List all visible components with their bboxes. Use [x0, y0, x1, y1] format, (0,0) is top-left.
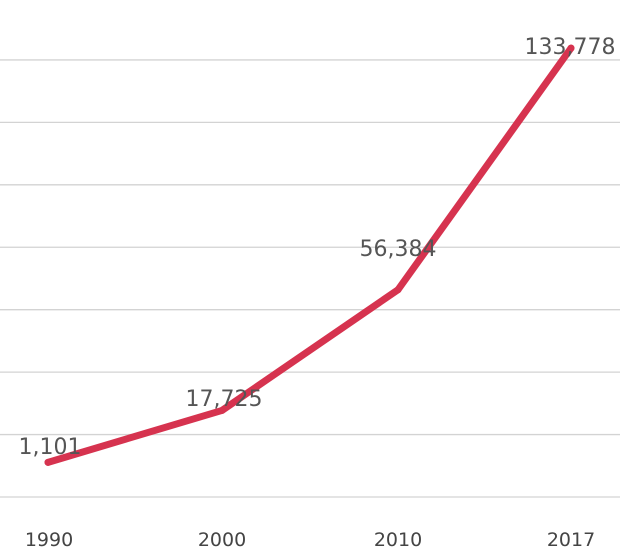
data-label: 56,384: [360, 237, 437, 262]
x-tick-label: 2017: [547, 529, 595, 548]
data-labels: 1,101 17,725 56,384 133,778: [19, 35, 616, 460]
data-label: 1,101: [19, 435, 82, 460]
x-tick-label: 2010: [374, 529, 422, 548]
series-group: [44, 44, 575, 466]
data-point: [394, 286, 402, 294]
x-tick-label: 1990: [25, 529, 73, 548]
series-line: [44, 44, 575, 466]
data-point: [567, 44, 575, 52]
data-point: [44, 458, 52, 466]
x-tick-label: 2000: [198, 529, 246, 548]
data-point: [218, 406, 226, 414]
data-label: 133,778: [525, 35, 616, 60]
gridlines: [0, 59, 620, 498]
data-label: 17,725: [186, 387, 263, 412]
x-axis-ticks: 1990 2000 2010 2017: [25, 529, 595, 551]
